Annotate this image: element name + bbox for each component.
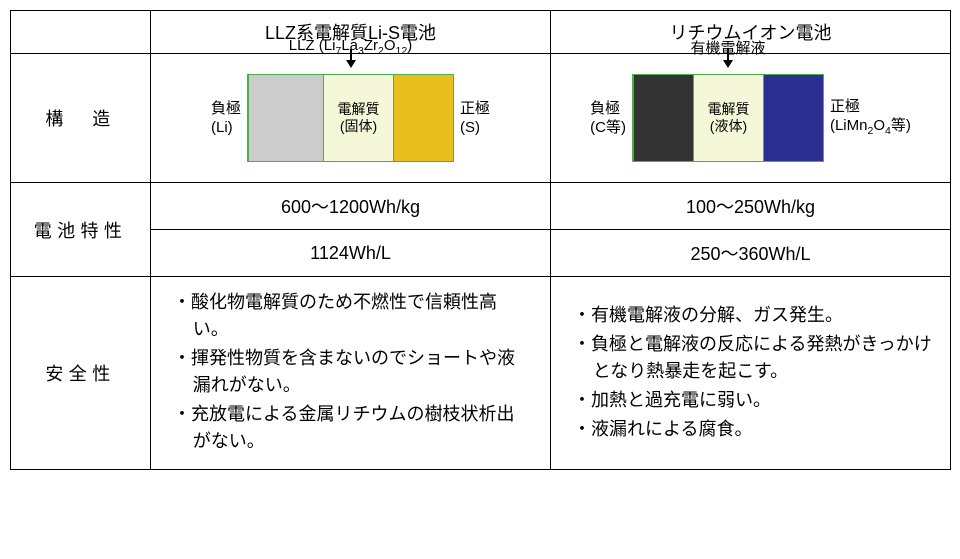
lib-safety-list: 有機電解液の分解、ガス発生。負極と電解液の反応による発熱がきっかけとなり熱暴走を…	[573, 302, 932, 443]
safety-point: 負極と電解液の反応による発熱がきっかけとなり熱暴走を起こす。	[573, 331, 932, 385]
row-safety: 安全性 酸化物電解質のため不燃性で信頼性高い。揮発性物質を含まないのでショートや…	[11, 277, 951, 470]
battery-layer	[393, 75, 453, 161]
lib-anode-label: 負極(C等)	[590, 99, 626, 138]
header-row: LLZ系電解質Li-S電池 リチウムイオン電池	[11, 11, 951, 54]
battery-layer: 電解質(液体)	[693, 75, 763, 161]
structure-llz: 負極(Li) LLZ (Li7La3Zr2O12) 電解質(固体) 正極(S)	[211, 74, 490, 162]
lib-energy-mass: 100～250Wh/kg	[551, 183, 951, 230]
safety-point: 加熱と過充電に弱い。	[573, 387, 932, 414]
battery-layer	[633, 75, 693, 161]
rowhead-safety: 安全性	[11, 277, 151, 470]
battery-layer: 電解質(固体)	[323, 75, 393, 161]
rowhead-structure: 構 造	[11, 54, 151, 183]
structure-lib-cell: 負極(C等) 有機電解液 電解質(液体) 正極(LiMn2O4等)	[551, 54, 951, 183]
corner-cell	[11, 11, 151, 54]
llz-cathode-label: 正極(S)	[460, 99, 490, 138]
safety-point: 酸化物電解質のため不燃性で信頼性高い。	[173, 289, 532, 343]
lib-safety-cell: 有機電解液の分解、ガス発生。負極と電解液の反応による発熱がきっかけとなり熱暴走を…	[551, 277, 951, 470]
llz-safety-cell: 酸化物電解質のため不燃性で信頼性高い。揮発性物質を含まないのでショートや液漏れが…	[151, 277, 551, 470]
llz-safety-list: 酸化物電解質のため不燃性で信頼性高い。揮発性物質を含まないのでショートや液漏れが…	[173, 289, 532, 455]
llz-energy-vol: 1124Wh/L	[151, 230, 551, 277]
row-structure: 構 造 負極(Li) LLZ (Li7La3Zr2O12) 電解質(固体) 正極…	[11, 54, 951, 183]
lib-stack: 有機電解液 電解質(液体)	[632, 74, 824, 162]
lib-energy-vol: 250～360Wh/L	[551, 230, 951, 277]
comparison-table: LLZ系電解質Li-S電池 リチウムイオン電池 構 造 負極(Li) LLZ (…	[10, 10, 951, 470]
battery-layer	[763, 75, 823, 161]
structure-llz-cell: 負極(Li) LLZ (Li7La3Zr2O12) 電解質(固体) 正極(S)	[151, 54, 551, 183]
rowhead-characteristics: 電池特性	[11, 183, 151, 277]
safety-point: 有機電解液の分解、ガス発生。	[573, 302, 932, 329]
row-energy-mass: 電池特性 600～1200Wh/kg 100～250Wh/kg	[11, 183, 951, 230]
safety-point: 液漏れによる腐食。	[573, 416, 932, 443]
comparison-table-container: LLZ系電解質Li-S電池 リチウムイオン電池 構 造 負極(Li) LLZ (…	[10, 10, 950, 470]
llz-stack: LLZ (Li7La3Zr2O12) 電解質(固体)	[247, 74, 454, 162]
safety-point: 充放電による金属リチウムの樹枝状析出がない。	[173, 401, 532, 455]
llz-energy-mass: 600～1200Wh/kg	[151, 183, 551, 230]
safety-point: 揮発性物質を含まないのでショートや液漏れがない。	[173, 345, 532, 399]
llz-anode-label: 負極(Li)	[211, 99, 241, 138]
lib-cathode-label: 正極(LiMn2O4等)	[830, 97, 911, 139]
battery-layer	[248, 75, 323, 161]
row-energy-vol: 1124Wh/L 250～360Wh/L	[11, 230, 951, 277]
structure-lib: 負極(C等) 有機電解液 電解質(液体) 正極(LiMn2O4等)	[590, 74, 911, 162]
